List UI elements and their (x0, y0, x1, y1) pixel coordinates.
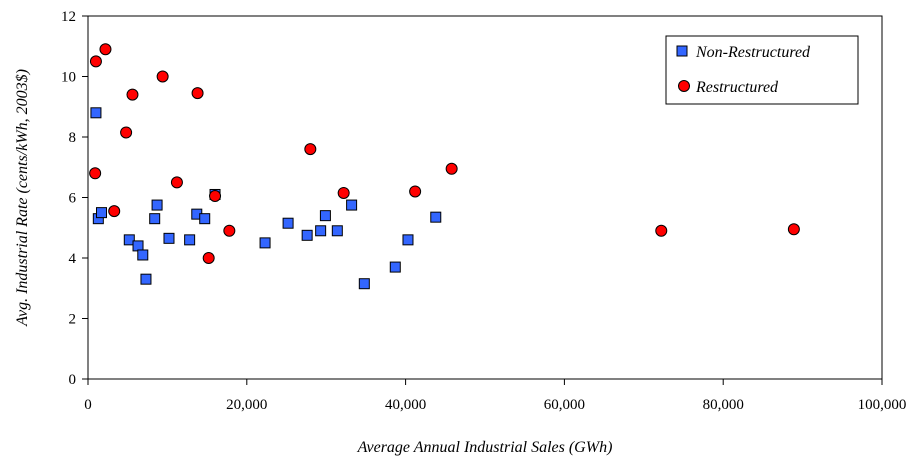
data-point-square (163, 232, 175, 244)
series-restructured (89, 43, 800, 264)
series-non-restructured (90, 107, 442, 290)
data-point-square (259, 237, 271, 249)
legend-marker-non-restructured (676, 45, 688, 57)
y-tick-label: 6 (69, 191, 77, 207)
y-tick-label: 8 (69, 130, 77, 146)
data-point-square (358, 278, 370, 290)
data-point-circle (223, 224, 236, 237)
data-point-circle (89, 55, 102, 68)
y-tick-label: 12 (61, 9, 76, 25)
data-point-circle (191, 87, 204, 100)
data-point-square (301, 229, 313, 241)
x-tick-label: 40,000 (385, 397, 426, 413)
legend: Non-Restructured Restructured (665, 35, 859, 105)
data-point-square (184, 234, 196, 246)
data-point-circle (156, 70, 169, 83)
y-tick-label: 4 (69, 251, 77, 267)
data-point-square (140, 273, 152, 285)
legend-label-non-restructured: Non-Restructured (695, 44, 811, 61)
axis-ticks: 0 2 4 6 8 10 12 0 20,000 40,000 60,000 80,000 100,00… (61, 9, 906, 413)
x-tick-label: 0 (84, 397, 92, 413)
data-point-circle (445, 162, 458, 175)
y-tick-label: 10 (61, 70, 76, 86)
data-point-square (151, 199, 163, 211)
data-point-square (319, 210, 331, 222)
data-point-square (123, 234, 135, 246)
data-point-circle (170, 176, 183, 189)
x-tick-label: 60,000 (544, 397, 585, 413)
data-point-square (282, 217, 294, 229)
data-point-square (315, 225, 327, 237)
legend-label-restructured: Restructured (695, 79, 779, 96)
data-point-square (137, 249, 149, 261)
x-tick-label: 80,000 (703, 397, 744, 413)
data-point-circle (89, 167, 102, 180)
data-point-circle (120, 126, 133, 139)
data-point-circle (304, 143, 317, 156)
data-point-circle (337, 186, 350, 199)
data-point-square (331, 225, 343, 237)
data-point-circle (99, 43, 112, 56)
data-point-square (90, 107, 102, 119)
data-point-circle (126, 88, 139, 101)
data-point-square (402, 234, 414, 246)
y-tick-label: 2 (69, 312, 77, 328)
data-points (89, 43, 800, 290)
y-axis-title: Avg. Industrial Rate (cents/kWh, 2003$) (14, 69, 31, 327)
data-point-circle (655, 224, 668, 237)
data-point-square (346, 199, 358, 211)
x-tick-label: 100,000 (858, 397, 907, 413)
data-point-square (199, 213, 211, 225)
legend-box (665, 35, 859, 105)
data-point-circle (409, 185, 422, 198)
data-point-square (95, 207, 107, 219)
x-tick-label: 20,000 (226, 397, 267, 413)
data-point-square (430, 211, 442, 223)
data-point-circle (787, 223, 800, 236)
data-point-square (149, 213, 161, 225)
data-point-square (389, 261, 401, 273)
data-point-circle (202, 252, 215, 264)
data-point-square (132, 240, 144, 252)
legend-marker-restructured (678, 80, 690, 92)
data-point-circle (108, 205, 121, 218)
data-point-circle (209, 189, 222, 202)
x-axis-title: Average Annual Industrial Sales (GWh) (357, 439, 613, 456)
y-tick-label: 0 (69, 372, 77, 388)
